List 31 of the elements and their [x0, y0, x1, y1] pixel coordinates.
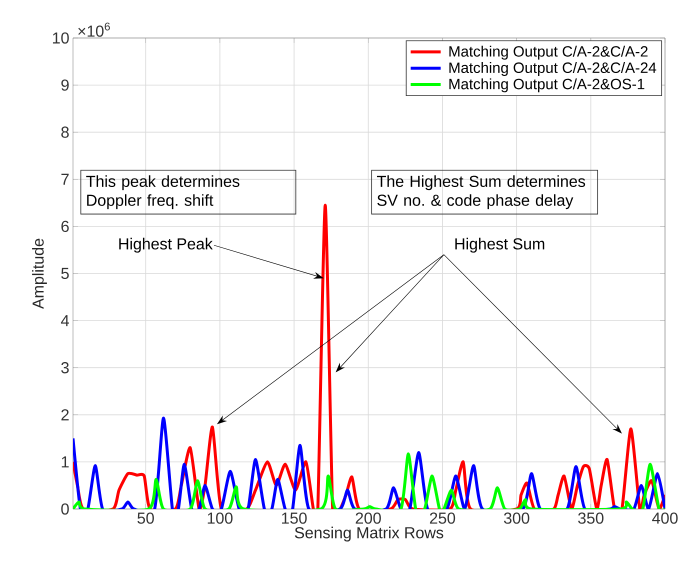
- legend-label: Matching Output C/A-2&C/A-24: [449, 62, 656, 76]
- y-tick-label: 7: [61, 174, 69, 185]
- line-series: [73, 452, 666, 509]
- annotation: This peak determines Doppler freq. shift: [86, 175, 240, 210]
- y-tick-label: 8: [61, 126, 69, 138]
- y-tick-label: 1: [62, 456, 69, 468]
- x-tick-label: 50: [137, 512, 154, 524]
- y-tick-label: 9: [61, 79, 69, 91]
- line-series: [73, 416, 666, 509]
- annotation: Highest Sum: [455, 238, 544, 253]
- text: ×10$^{6}$: [78, 22, 110, 37]
- x-tick-label: 200: [356, 512, 381, 524]
- annotation: Highest Peak: [119, 238, 213, 253]
- y-axis-title: Amplitude: [32, 238, 47, 309]
- x-tick-label: 250: [430, 512, 456, 524]
- x-tick-label: 400: [652, 512, 678, 524]
- x-axis-title: Sensing Matrix Rows: [294, 526, 444, 542]
- x-tick-label: 350: [578, 512, 604, 524]
- y-tick-label: 2: [61, 409, 69, 420]
- x-tick-label: 100: [208, 512, 233, 524]
- legend-label: Matching Output C/A-2&OS-1: [449, 78, 644, 92]
- y-tick-label: 5: [61, 268, 69, 280]
- legend-label: Matching Output C/A-2&C/A-2: [449, 46, 648, 60]
- x-tick-label: 300: [504, 512, 530, 524]
- y-tick-label: 0: [61, 503, 69, 515]
- y-tick-label: 6: [61, 220, 69, 232]
- y-tick-label: 3: [61, 362, 69, 374]
- y-tick-label: 4: [60, 315, 70, 326]
- y-tick-label: 10: [52, 32, 69, 44]
- x-tick-label: 150: [282, 512, 307, 524]
- annotation: The Highest Sum determines SV no. & code phase delay: [376, 175, 586, 210]
